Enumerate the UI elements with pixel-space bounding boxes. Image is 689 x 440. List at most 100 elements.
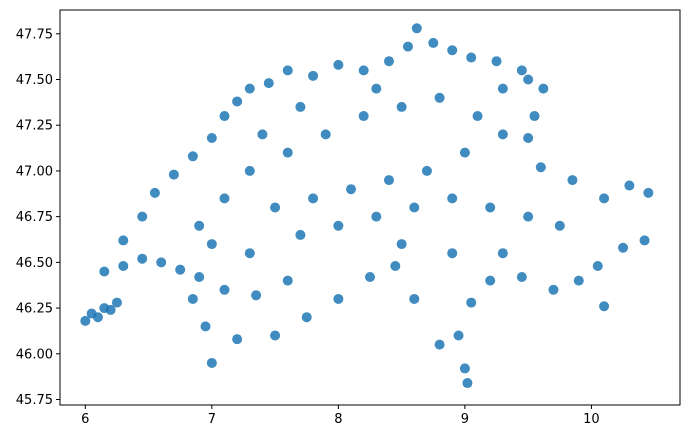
data-point (383, 175, 394, 186)
data-point (333, 59, 344, 70)
data-point (105, 304, 116, 315)
data-point (529, 111, 540, 122)
x-tick-label: 8 (334, 412, 342, 427)
data-point (624, 180, 635, 191)
data-point (156, 257, 167, 268)
data-point (447, 248, 458, 259)
y-tick-label: 46.25 (16, 302, 53, 317)
data-point (187, 293, 198, 304)
data-point (308, 70, 319, 81)
data-point (219, 193, 230, 204)
data-point (485, 202, 496, 213)
data-point (232, 334, 243, 345)
y-tick-label: 46.00 (16, 347, 53, 362)
data-point (396, 239, 407, 250)
data-point (270, 202, 281, 213)
data-point (194, 220, 205, 231)
data-point (244, 165, 255, 176)
data-point (365, 271, 375, 282)
data-point (396, 101, 407, 112)
data-point (523, 133, 534, 144)
data-point (358, 65, 369, 76)
data-point (402, 41, 413, 52)
x-tick-label: 7 (208, 412, 216, 427)
data-point (643, 187, 654, 198)
data-point (421, 165, 432, 176)
data-point (485, 275, 496, 286)
data-point (244, 248, 255, 259)
data-point (523, 74, 534, 85)
data-point (434, 92, 445, 103)
data-point (497, 248, 508, 259)
data-point (282, 65, 293, 76)
data-point (263, 78, 274, 89)
data-point (187, 151, 198, 162)
data-point (523, 211, 534, 222)
data-point (251, 290, 262, 301)
data-point (219, 284, 230, 295)
data-point (168, 169, 179, 180)
data-point (573, 275, 584, 286)
y-tick-label: 47.50 (16, 73, 53, 88)
data-point (428, 37, 439, 48)
y-tick-label: 46.75 (16, 210, 53, 225)
data-point (206, 133, 217, 144)
plot-frame (59, 9, 681, 406)
data-point (599, 301, 610, 312)
data-point (99, 266, 110, 277)
data-point (567, 175, 578, 186)
data-point (538, 83, 549, 94)
data-point (206, 239, 217, 250)
data-point (92, 312, 103, 323)
y-tick-label: 46.50 (16, 256, 53, 271)
data-point (232, 96, 243, 107)
y-tick-label: 45.75 (16, 393, 53, 408)
data-point (411, 23, 422, 34)
data-point (383, 56, 394, 67)
data-point (346, 184, 357, 195)
data-point (459, 363, 470, 374)
data-point (282, 147, 293, 158)
data-point (175, 264, 186, 275)
y-tick-label: 47.00 (16, 164, 53, 179)
data-point (409, 202, 420, 213)
data-point (149, 187, 160, 198)
data-point (459, 147, 470, 158)
data-point (516, 271, 527, 282)
data-point (516, 65, 527, 76)
data-point (282, 275, 293, 286)
data-point (244, 83, 255, 94)
data-point (301, 312, 312, 323)
data-point (497, 129, 508, 140)
data-point (548, 284, 559, 295)
data-point (219, 111, 230, 122)
data-point (371, 83, 382, 94)
data-point (592, 261, 603, 272)
data-point (497, 83, 508, 94)
data-point (409, 293, 420, 304)
data-point (206, 357, 217, 368)
data-point (137, 253, 148, 264)
data-point (80, 315, 91, 326)
data-point (333, 293, 344, 304)
data-point (462, 378, 473, 389)
data-point (466, 52, 477, 63)
y-axis: 45.75 46.00 46.25 46.50 46.75 47.00 47.25 47.50… (16, 27, 60, 408)
data-point (491, 56, 502, 67)
data-point (308, 193, 319, 204)
data-point (358, 111, 369, 122)
data-point (295, 229, 306, 240)
data-point (111, 297, 122, 308)
data-point (554, 220, 565, 231)
data-point (472, 111, 483, 122)
y-tick-label: 47.75 (16, 27, 53, 42)
data-point (535, 162, 546, 173)
data-point (200, 321, 211, 332)
data-point (618, 242, 629, 253)
data-point (118, 261, 129, 272)
data-point (137, 211, 148, 222)
x-tick-label: 6 (81, 412, 89, 427)
data-point (333, 220, 344, 231)
